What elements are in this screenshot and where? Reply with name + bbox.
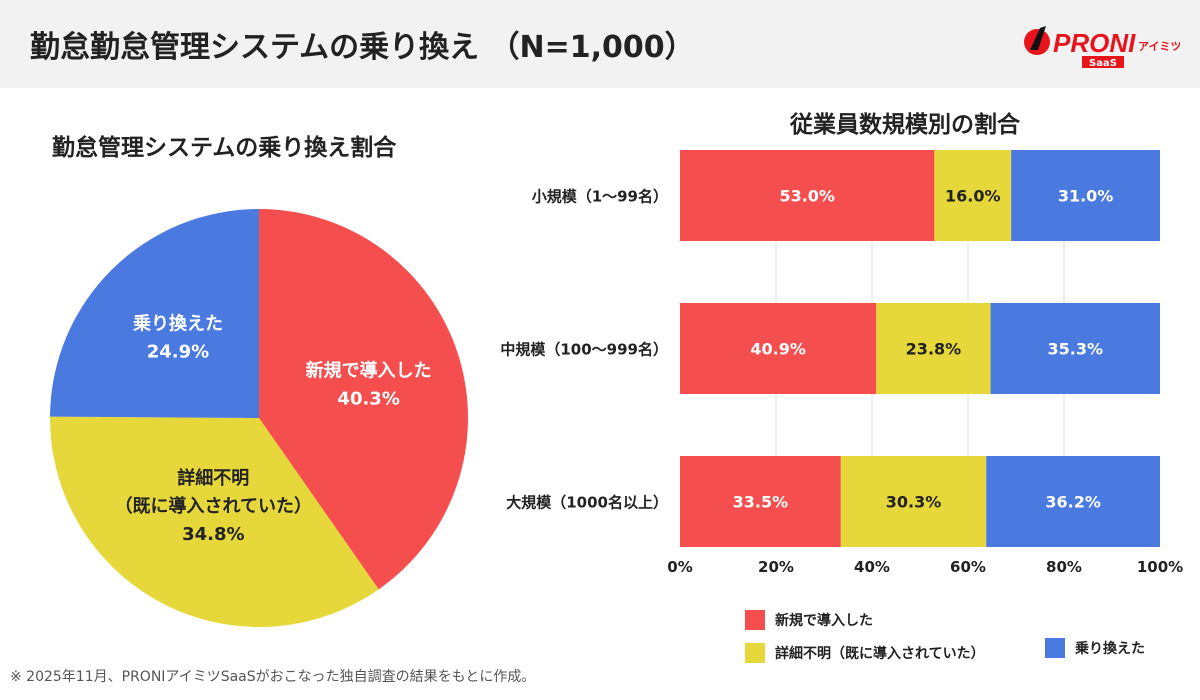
bar-data-label: 31.0% xyxy=(1058,187,1114,206)
svg-text:SaaS: SaaS xyxy=(1089,58,1117,69)
pie-slice-label: 詳細不明 xyxy=(177,467,249,489)
bar-segment xyxy=(1011,150,1160,241)
legend-swatch xyxy=(745,610,765,630)
legend-item-new: 新規で導入した xyxy=(745,610,873,630)
x-tick-label: 0% xyxy=(667,558,692,576)
bar-segment xyxy=(986,456,1160,547)
svg-text:アイミツ: アイミツ xyxy=(1138,40,1180,53)
bar-data-label: 36.2% xyxy=(1045,493,1101,512)
bar-segment xyxy=(680,150,935,241)
bar-data-label: 30.3% xyxy=(886,493,942,512)
legend-item-switched: 乗り換えた xyxy=(1045,638,1145,658)
legend-label: 詳細不明（既に導入されていた） xyxy=(775,646,985,662)
legend-item-unknown: 詳細不明（既に導入されていた） xyxy=(745,643,985,663)
pie-title: 勤怠管理システムの乗り換え割合 xyxy=(52,135,397,161)
bar-segment xyxy=(934,150,1012,241)
header: 勤怠勤怠管理システムの乗り換え （N=1,000） PRONI アイミツ Saa… xyxy=(0,0,1200,88)
x-tick-label: 40% xyxy=(854,558,890,576)
page-title: 勤怠勤怠管理システムの乗り換え （N=1,000） xyxy=(30,30,695,65)
pie-slice-label: （既に導入されていた） xyxy=(115,495,312,517)
bar-data-label: 23.8% xyxy=(906,340,962,359)
svg-text:PRONI: PRONI xyxy=(1053,28,1136,58)
category-label: 小規模（1〜99名） xyxy=(532,188,668,206)
pie-slice xyxy=(50,416,379,627)
pie-value-label: 34.8% xyxy=(182,524,244,545)
bar-data-label: 40.9% xyxy=(750,340,806,359)
bar-data-label: 33.5% xyxy=(733,493,789,512)
bar-segment xyxy=(680,456,841,547)
bar-segment xyxy=(876,303,991,394)
pie-slice-label: 乗り換えた xyxy=(133,312,223,334)
legend-swatch xyxy=(1045,638,1065,658)
bar-segment xyxy=(840,456,987,547)
legend-label: 乗り換えた xyxy=(1075,641,1145,657)
pie-value-label: 40.3% xyxy=(337,389,399,410)
footnote: ※ 2025年11月、PRONIアイミツSaaSがおこなった独自調査の結果をもと… xyxy=(10,669,536,685)
pie-slice-label: 新規で導入した xyxy=(306,360,432,382)
bar-data-label: 16.0% xyxy=(945,187,1001,206)
category-label: 中規模（100〜999名） xyxy=(500,341,668,359)
x-tick-label: 100% xyxy=(1137,558,1183,576)
x-tick-label: 20% xyxy=(758,558,794,576)
legend-swatch xyxy=(745,643,765,663)
proni-logo: PRONI アイミツ SaaS xyxy=(1024,26,1180,69)
x-tick-label: 80% xyxy=(1046,558,1082,576)
pie-slice xyxy=(50,209,260,418)
x-tick-label: 60% xyxy=(950,558,986,576)
bar-data-label: 35.3% xyxy=(1048,340,1104,359)
bar-segment xyxy=(990,303,1160,394)
bar-data-label: 53.0% xyxy=(779,187,835,206)
category-label: 大規模（1000名以上） xyxy=(506,494,668,512)
bar-title: 従業員数規模別の割合 xyxy=(790,112,1020,138)
pie-slice xyxy=(259,209,468,590)
bar-segment xyxy=(680,303,877,394)
pie-value-label: 24.9% xyxy=(147,341,209,362)
legend-label: 新規で導入した xyxy=(775,613,873,629)
